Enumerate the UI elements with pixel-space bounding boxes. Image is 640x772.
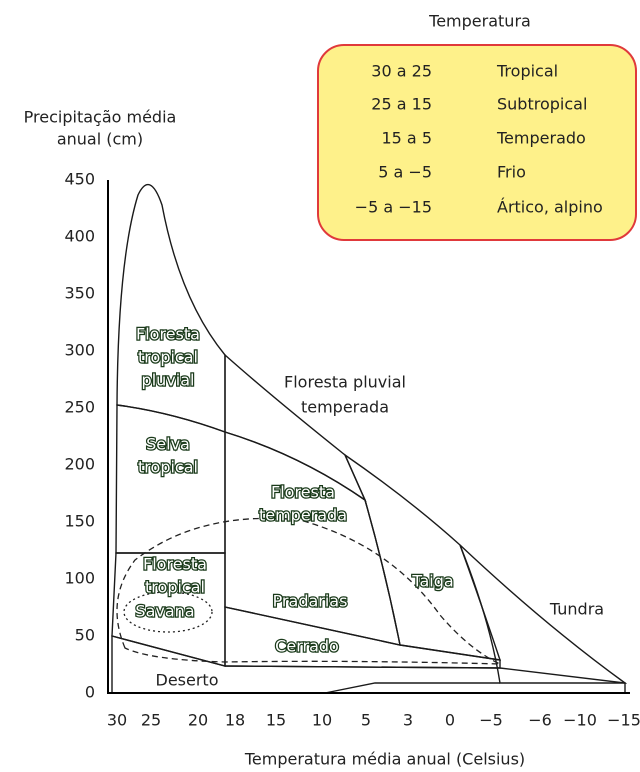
y-tick-label: 150: [64, 512, 95, 531]
y-tick-label: 0: [85, 683, 95, 702]
legend-range: 25 a 15: [371, 95, 432, 114]
legend-range: −5 a −15: [355, 198, 432, 217]
y-tick-label: 100: [64, 569, 95, 588]
region-label: Floresta pluvial: [284, 373, 406, 392]
cerrado-area: [224, 606, 501, 669]
region-label: Taiga: [411, 572, 453, 591]
x-tick-label: −10: [563, 711, 597, 730]
x-tick-label: 15: [266, 711, 286, 730]
x-tick-label: −6: [528, 711, 552, 730]
x-axis-label: Temperatura média anual (Celsius): [244, 750, 525, 769]
tropical-rainforest-area: [116, 183, 226, 433]
legend-title: Temperatura: [428, 12, 531, 31]
y-tick-label: 450: [64, 170, 95, 189]
x-tick-label: 30: [107, 711, 127, 730]
y-axis-label: anual (cm): [57, 130, 143, 149]
region-label: Selva: [146, 435, 190, 454]
y-tick-label: 400: [64, 227, 95, 246]
tropical-jungle-area: [115, 404, 226, 554]
y-axis-label: Precipitação média: [24, 108, 177, 127]
region-label: tropical: [138, 458, 198, 477]
y-tick-label: 200: [64, 455, 95, 474]
desert-step: [324, 682, 500, 694]
legend-box: [317, 44, 637, 241]
region-label: Pradarias: [273, 592, 348, 611]
region-label: temperada: [259, 506, 347, 525]
region-label: Deserto: [156, 671, 219, 690]
legend-zone: Subtropical: [497, 95, 587, 114]
legend-range: 5 a −5: [378, 163, 432, 182]
region-label: pluvial: [142, 371, 195, 390]
savanna-extent: [116, 517, 501, 665]
x-tick-label: −5: [479, 711, 503, 730]
x-tick-label: 3: [403, 711, 413, 730]
y-tick-label: 350: [64, 284, 95, 303]
region-label: tropical: [145, 578, 205, 597]
y-tick-label: 250: [64, 398, 95, 417]
taiga-area: [343, 453, 502, 661]
region-label: Savana: [135, 602, 194, 621]
x-tick-label: 20: [188, 711, 208, 730]
region-label: Floresta: [271, 483, 335, 502]
legend-zone: Temperado: [496, 129, 586, 148]
y-tick-label: 50: [75, 626, 95, 645]
x-tick-label: −15: [607, 711, 640, 730]
legend-zone: Frio: [497, 163, 526, 182]
region-label: Floresta: [136, 325, 200, 344]
y-tick-label: 300: [64, 341, 95, 360]
legend-range: 30 a 25: [371, 62, 432, 81]
region-label: Floresta: [143, 555, 207, 574]
legend-zone: Ártico, alpino: [497, 198, 603, 217]
x-tick-label: 0: [445, 711, 455, 730]
region-label: tropical: [138, 348, 198, 367]
region-label: Tundra: [549, 600, 604, 619]
region-label: Cerrado: [275, 637, 339, 656]
x-tick-label: 18: [225, 711, 245, 730]
legend-range: 15 a 5: [381, 129, 432, 148]
tundra-area: [459, 544, 628, 684]
savanna-outline: [123, 591, 213, 633]
x-tick-label: 5: [361, 711, 371, 730]
x-tick-label: 10: [312, 711, 332, 730]
region-label: temperada: [301, 398, 389, 417]
x-tick-label: 25: [141, 711, 161, 730]
legend-zone: Tropical: [496, 62, 558, 81]
